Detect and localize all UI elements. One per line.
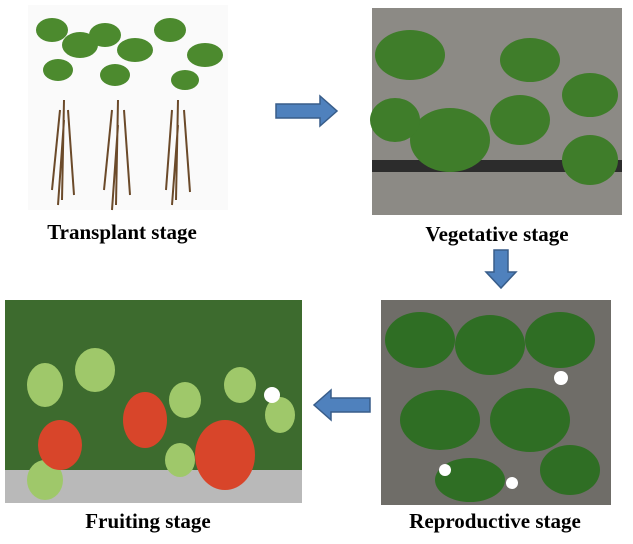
transplant-photo xyxy=(28,5,228,211)
arrow-left xyxy=(312,388,371,422)
stage-label: Reproductive stage xyxy=(409,509,581,533)
stage-label: Vegetative stage xyxy=(425,222,568,246)
vegetative-photo xyxy=(370,8,622,215)
fruiting-photo xyxy=(5,300,302,503)
stage-label: Fruiting stage xyxy=(85,509,210,533)
arrow-right xyxy=(275,94,339,128)
stage-label: Transplant stage xyxy=(47,220,197,244)
arrow-down xyxy=(484,249,518,290)
reproductive-photo xyxy=(381,300,611,505)
